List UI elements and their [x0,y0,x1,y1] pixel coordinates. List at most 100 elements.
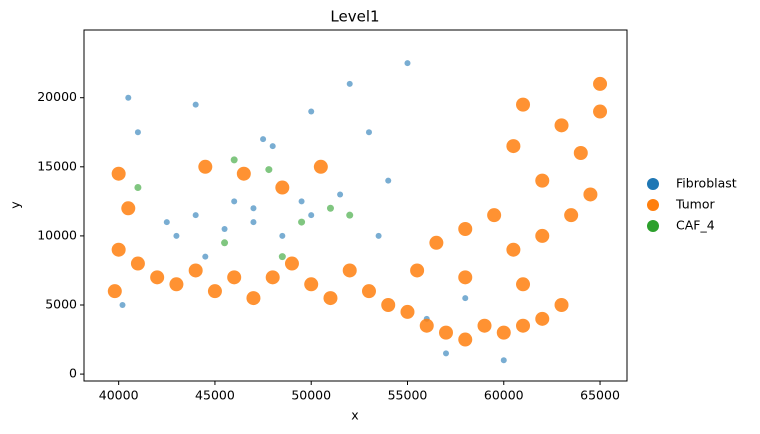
data-point [279,232,286,239]
data-point [583,187,598,202]
legend-label: Tumor [675,197,715,212]
data-point [265,270,280,285]
data-point [535,311,550,326]
data-point [361,284,376,299]
data-point [134,129,141,136]
data-point [163,219,170,226]
data-point [506,242,521,257]
legend-label: CAF_4 [676,218,715,233]
legend-marker [647,220,659,232]
data-point [111,166,126,181]
data-point [308,108,315,115]
data-point [250,219,257,226]
data-point [298,218,306,226]
data-point [227,270,242,285]
data-point [246,291,261,306]
data-point [221,225,228,232]
data-point [375,232,382,239]
y-tick-label: 0 [69,366,77,381]
y-tick-label: 15000 [37,158,77,173]
data-point [346,80,353,87]
data-point [458,270,473,285]
data-point [506,139,521,154]
data-point [169,277,184,292]
chart-title: Level1 [330,8,379,26]
data-point [236,166,251,181]
data-point [304,277,319,292]
data-point [130,256,145,271]
legend-marker [647,178,659,190]
data-point [231,198,238,205]
y-tick-label: 20000 [37,89,77,104]
data-point [207,284,222,299]
data-point [487,208,502,223]
data-point [404,60,411,67]
data-point [269,143,276,150]
data-point [573,145,588,160]
data-point [593,104,608,119]
data-point [107,284,122,299]
data-point [365,129,372,136]
x-tick-label: 60000 [484,388,524,403]
x-tick-label: 40000 [99,388,139,403]
data-point [535,173,550,188]
legend: Fibroblast Tumor CAF_4 [647,176,737,233]
data-point [443,350,449,357]
data-point [111,242,126,257]
data-point [150,270,165,285]
data-point [400,304,415,319]
data-point [516,318,531,333]
data-point [250,205,257,212]
legend-marker [647,199,659,211]
y-axis-label: y [8,201,23,209]
data-point [554,118,569,133]
data-point [410,263,425,278]
data-point [173,232,180,239]
legend-label: Fibroblast [676,176,737,191]
data-point [192,101,199,108]
y-tick-label: 10000 [37,227,77,242]
data-point [313,159,328,174]
data-point [535,228,550,243]
data-point [265,166,273,174]
data-point [564,208,579,223]
data-point [125,94,132,101]
data-point [516,277,531,292]
data-point [134,184,142,192]
data-point [342,263,357,278]
data-point [500,357,507,364]
data-point [230,156,238,164]
data-point [462,295,469,302]
data-point [346,211,354,219]
axes-frame [83,29,628,382]
data-point [381,297,396,312]
data-point [496,325,511,340]
data-point [458,221,473,236]
data-point [516,97,531,112]
data-point [308,212,315,219]
x-tick-label: 50000 [291,388,331,403]
data-point [188,263,203,278]
data-point [458,332,473,347]
data-point [554,297,569,312]
x-tick-label: 55000 [388,388,428,403]
data-point [419,318,434,333]
data-point [278,253,286,261]
data-point [593,76,608,91]
data-point [198,159,213,174]
data-point [429,235,444,250]
x-axis-label: x [351,408,358,423]
data-point [385,177,392,184]
data-point [202,253,209,260]
y-tick-label: 5000 [45,296,77,311]
data-point [121,201,136,216]
plot-area [107,60,608,364]
data-point [284,256,299,271]
data-point [326,204,334,212]
data-point [221,239,229,247]
data-point [275,180,290,195]
data-point [439,325,453,340]
data-point [192,212,199,219]
data-point [260,136,267,143]
